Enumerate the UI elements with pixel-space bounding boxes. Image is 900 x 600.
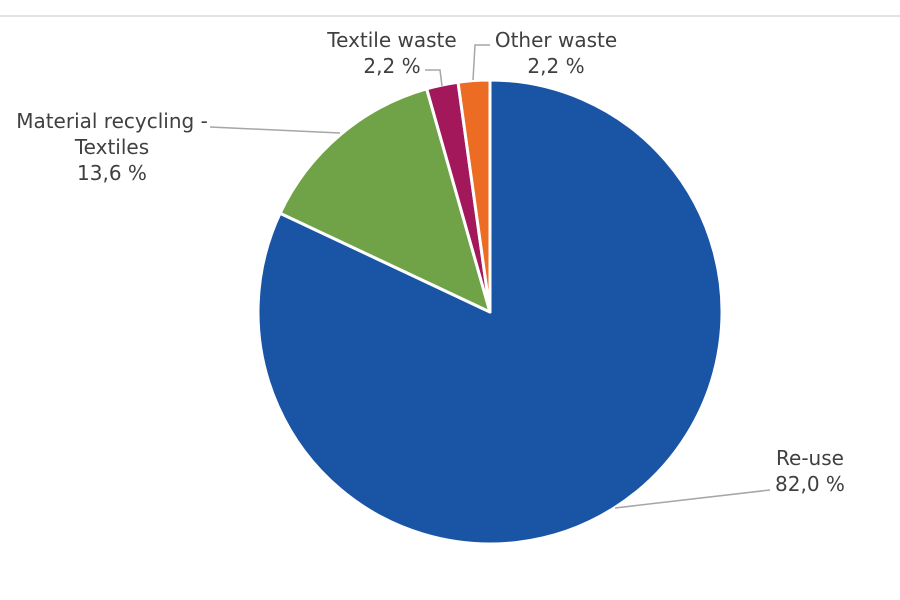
leader-line xyxy=(425,69,443,87)
leader-line xyxy=(472,44,490,81)
label-value: 82,0 % xyxy=(775,472,845,496)
pie-slice xyxy=(278,87,492,314)
data-label: Textile waste 2,2 % xyxy=(307,27,477,79)
label-category: Material recycling - Textiles xyxy=(16,109,208,159)
leader-line xyxy=(614,489,771,509)
pie-slice xyxy=(456,78,492,314)
label-value: 13,6 % xyxy=(77,161,147,185)
label-value: 2,2 % xyxy=(527,54,585,78)
data-label: Re-use 82,0 % xyxy=(740,445,880,497)
label-value: 2,2 % xyxy=(363,54,421,78)
label-category: Re-use xyxy=(776,446,844,470)
label-category: Other waste xyxy=(494,28,618,52)
data-label: Material recycling - Textiles 13,6 % xyxy=(12,108,212,186)
leader-line xyxy=(209,126,341,134)
data-label: Other waste 2,2 % xyxy=(471,27,641,79)
label-category: Textile waste xyxy=(327,28,457,52)
